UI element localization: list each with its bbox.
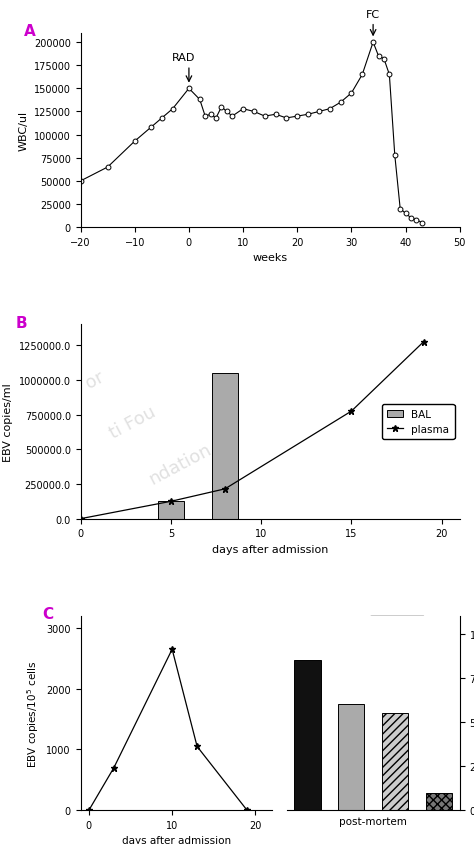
Text: RAD: RAD	[172, 53, 195, 63]
Text: A: A	[24, 24, 36, 39]
Text: or: or	[82, 367, 107, 392]
Bar	[426, 793, 452, 810]
X-axis label: weeks: weeks	[253, 253, 288, 263]
plasma	[348, 407, 354, 417]
X-axis label: days after admission: days after admission	[122, 836, 231, 844]
Bar	[158, 501, 183, 519]
Y-axis label: WBC/ul: WBC/ul	[18, 111, 28, 151]
plasma	[222, 484, 228, 495]
Text: ti Fou: ti Fou	[107, 403, 159, 441]
Text: B: B	[16, 315, 28, 330]
Text: FC: FC	[366, 10, 380, 20]
Y-axis label: EBV copies/ml: EBV copies/ml	[3, 382, 13, 462]
Y-axis label: EBV copies/10$^5$ cells: EBV copies/10$^5$ cells	[25, 660, 41, 766]
plasma	[78, 514, 83, 524]
Legend: PBL, lung, LN, liver, kidney: PBL, lung, LN, liver, kidney	[369, 617, 424, 687]
Text: C: C	[42, 606, 54, 621]
X-axis label: post-mortem: post-mortem	[339, 816, 407, 825]
plasma	[421, 338, 427, 348]
Bar	[338, 705, 365, 810]
plasma	[168, 496, 173, 506]
Bar	[382, 713, 408, 810]
Bar	[294, 660, 321, 810]
Bar	[212, 373, 237, 519]
Line: plasma: plasma	[77, 338, 427, 522]
X-axis label: days after admission: days after admission	[212, 544, 328, 555]
Legend: BAL, plasma: BAL, plasma	[382, 404, 455, 440]
Text: ndation: ndation	[146, 441, 215, 488]
